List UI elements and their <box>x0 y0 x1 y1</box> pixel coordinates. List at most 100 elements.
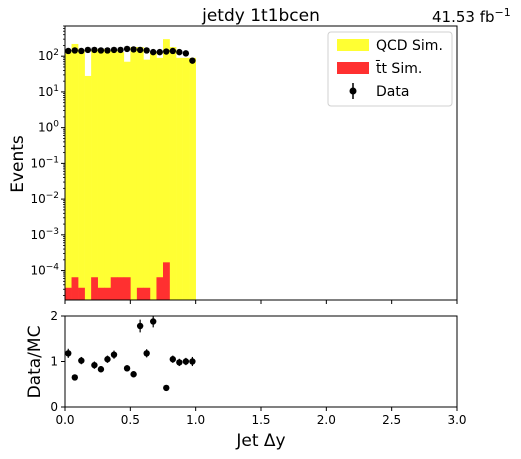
ratio-point <box>189 358 195 364</box>
x-tick-label: 2.5 <box>382 413 401 427</box>
ratio-point <box>78 357 84 363</box>
ttbar-bar <box>143 288 150 300</box>
qcd-bar <box>183 58 190 300</box>
ratio-point <box>137 323 143 329</box>
y-tick-label: 10−3 <box>30 227 59 242</box>
ratio-point <box>130 371 136 377</box>
data-point <box>189 57 195 63</box>
main-y-axis-label: Events <box>8 135 28 193</box>
qcd-bar <box>163 39 170 300</box>
qcd-bar <box>98 49 105 300</box>
data-point <box>124 46 130 52</box>
qcd-bar <box>104 51 111 300</box>
x-tick-label: 1.5 <box>251 413 270 427</box>
qcd-bar <box>170 47 177 300</box>
data-point <box>98 47 104 53</box>
data-point <box>170 48 176 54</box>
ratio-point <box>176 359 182 365</box>
lumi-label: 41.53 fb−1 <box>432 6 511 26</box>
ttbar-bar <box>156 277 163 300</box>
ratio-point <box>150 318 156 324</box>
y-tick-label: 10−1 <box>30 155 59 170</box>
ttbar-bar <box>91 277 98 300</box>
ratio-point <box>91 362 97 368</box>
ratio-point <box>104 356 110 362</box>
ratio-point <box>98 366 104 372</box>
data-point <box>72 47 78 53</box>
ratio-y-tick-label: 1 <box>50 355 58 369</box>
data-point <box>157 49 163 55</box>
qcd-bar <box>176 58 183 300</box>
y-tick-label: 10−2 <box>30 191 59 206</box>
ratio-point <box>170 356 176 362</box>
y-tick-label: 100 <box>38 120 59 135</box>
qcd-bar <box>78 50 85 300</box>
data-point <box>104 47 110 53</box>
ttbar-bar <box>137 288 144 300</box>
ttbar-bar <box>65 288 72 300</box>
x-tick-label: 1.0 <box>186 413 205 427</box>
legend-data-marker <box>350 88 357 95</box>
ratio-panel: 0.0 0.5 1.0 1.5 2.0 2.5 3.0 0 1 2 <box>50 309 466 427</box>
ratio-y-axis-label: Data/MC <box>25 326 45 399</box>
qcd-bar <box>85 76 92 300</box>
data-point <box>130 46 136 52</box>
x-axis-label: Jet Δy <box>235 431 285 451</box>
qcd-bar <box>111 50 118 300</box>
ttbar-bar <box>117 277 124 300</box>
ttbar-bar <box>104 288 111 300</box>
ratio-point <box>72 374 78 380</box>
data-point <box>143 47 149 53</box>
qcd-bar <box>72 44 79 300</box>
qcd-bar <box>65 52 72 300</box>
data-point <box>78 48 84 54</box>
ttbar-bar <box>98 288 105 300</box>
y-tick-label: 10−4 <box>30 263 59 278</box>
data-point <box>137 47 143 53</box>
x-tick-label: 0.5 <box>121 413 140 427</box>
qcd-bar <box>143 60 150 300</box>
ratio-y-tick-label: 0 <box>50 400 58 414</box>
ratio-point <box>124 365 130 371</box>
qcd-bar <box>117 52 124 300</box>
ratio-point <box>183 358 189 364</box>
data-point <box>65 48 71 54</box>
x-tick-label: 0.0 <box>55 413 74 427</box>
data-point <box>117 47 123 53</box>
ttbar-bar <box>163 262 170 300</box>
data-point <box>183 50 189 56</box>
ratio-plot-area <box>65 316 457 407</box>
legend: QCD Sim. t̄t Sim. Data <box>328 32 452 106</box>
data-point <box>150 49 156 55</box>
ratio-y-tick-label: 2 <box>50 309 58 323</box>
ratio-point <box>111 351 117 357</box>
legend-swatch-qcd <box>337 39 369 51</box>
y-tick-label: 102 <box>38 48 59 63</box>
legend-label-ttbar: t̄t Sim. <box>375 59 422 77</box>
qcd-bar <box>189 58 196 300</box>
legend-label-qcd: QCD Sim. <box>376 38 443 54</box>
legend-label-data: Data <box>376 84 409 100</box>
data-point <box>91 47 97 53</box>
y-tick-label: 101 <box>38 84 59 99</box>
qcd-bar <box>124 62 131 300</box>
qcd-bar <box>137 47 144 300</box>
chart-title: jetdy 1t1bcen <box>201 6 320 26</box>
qcd-bar <box>150 52 157 300</box>
data-point <box>176 49 182 55</box>
ttbar-bar <box>72 277 79 300</box>
ttbar-bar <box>111 277 118 300</box>
qcd-bar <box>156 58 163 300</box>
ratio-point <box>143 350 149 356</box>
ratio-point <box>65 350 71 356</box>
data-point <box>85 47 91 53</box>
x-tick-label: 2.0 <box>317 413 336 427</box>
qcd-bar <box>130 47 137 300</box>
data-point <box>163 48 169 54</box>
ttbar-bar <box>78 288 85 300</box>
data-point <box>111 47 117 53</box>
qcd-bar <box>91 50 98 300</box>
ttbar-bar <box>124 277 131 300</box>
x-tick-label: 3.0 <box>447 413 466 427</box>
